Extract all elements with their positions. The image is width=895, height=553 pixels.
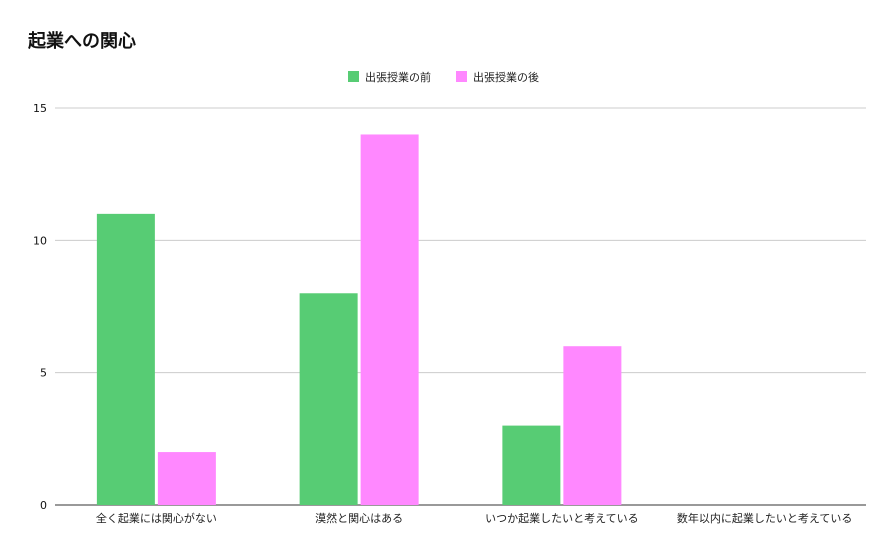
legend-label-after: 出張授業の後 xyxy=(473,70,539,84)
x-category-label: いつか起業したいと考えている xyxy=(485,512,638,525)
gridlines xyxy=(55,107,866,506)
legend: 出張授業の前 出張授業の後 xyxy=(348,70,539,84)
legend-label-before: 出張授業の前 xyxy=(365,70,431,84)
bars xyxy=(96,134,622,505)
x-category-label: 全く起業には関心がない xyxy=(96,511,217,525)
bar-before-0 xyxy=(96,213,155,505)
bar-after-0 xyxy=(157,452,216,505)
y-tick-label: 15 xyxy=(33,102,47,115)
y-axis-ticks: 0 5 10 15 xyxy=(33,102,47,512)
x-category-label: 漠然と関心はある xyxy=(315,511,403,525)
legend-swatch-after xyxy=(456,71,467,82)
legend-swatch-before xyxy=(348,71,359,82)
y-tick-label: 0 xyxy=(40,499,47,512)
chart-title: 起業への関心 xyxy=(27,30,136,52)
bar-before-1 xyxy=(299,293,358,505)
x-axis-labels: 全く起業には関心がない 漠然と関心はある いつか起業したいと考えている 数年以内に起業… xyxy=(96,511,852,525)
y-tick-label: 10 xyxy=(33,234,47,247)
bar-before-2 xyxy=(502,425,561,505)
x-category-label: 数年以内に起業したいと考えている xyxy=(677,511,852,525)
y-tick-label: 5 xyxy=(40,367,47,380)
bar-after-1 xyxy=(360,134,419,505)
bar-after-2 xyxy=(563,346,622,505)
